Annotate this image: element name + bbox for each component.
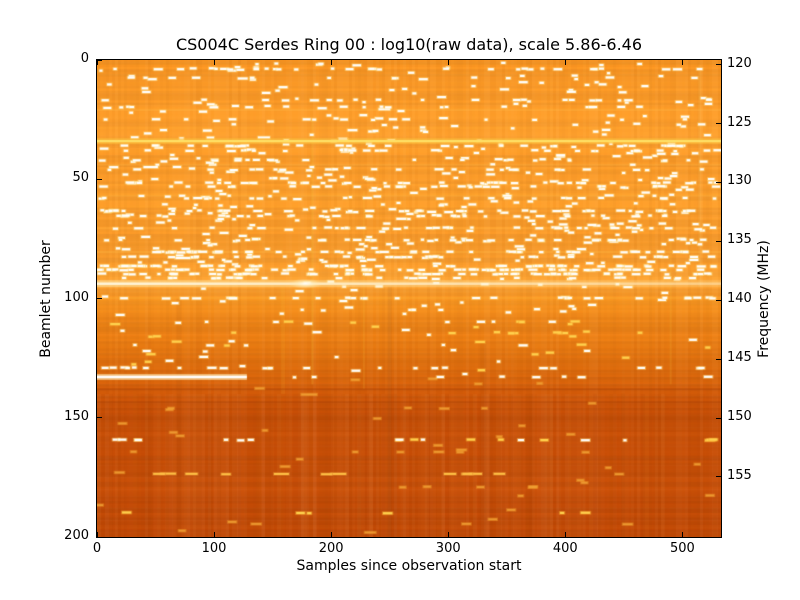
tick-mark: [716, 299, 721, 301]
tick-mark: [716, 64, 721, 66]
tick-mark: [330, 532, 332, 537]
freq-tick-label: 155: [727, 467, 752, 483]
tick-mark: [213, 532, 215, 537]
heatmap-canvas: [97, 60, 721, 537]
tick-mark: [681, 532, 683, 537]
x-axis-label: Samples since observation start: [296, 558, 522, 574]
tick-mark: [716, 417, 721, 419]
y-tick-label: 150: [64, 408, 89, 424]
y-tick-label: 200: [64, 528, 89, 543]
tick-mark: [681, 60, 683, 65]
tick-mark: [97, 59, 102, 61]
tick-mark: [97, 417, 102, 419]
y-axis-label-left: Beamlet number: [38, 240, 54, 358]
x-tick-label: 200: [318, 541, 344, 556]
freq-tick-label: 145: [727, 350, 752, 366]
tick-mark: [97, 178, 102, 180]
tick-mark: [716, 476, 721, 478]
tick-mark: [716, 240, 721, 242]
tick-mark: [564, 60, 566, 65]
tick-mark: [447, 532, 449, 537]
tick-mark: [96, 60, 98, 65]
freq-tick-label: 120: [727, 55, 752, 71]
y-tick-label: 50: [72, 170, 89, 186]
chart-title: CS004C Serdes Ring 00 : log10(raw data),…: [175, 35, 643, 54]
tick-mark: [97, 536, 102, 538]
x-tick-label: 400: [552, 541, 578, 556]
tick-mark: [96, 532, 98, 537]
tick-mark: [97, 298, 102, 299]
tick-mark: [716, 123, 721, 125]
tick-mark: [564, 532, 566, 537]
freq-tick-label: 150: [727, 409, 752, 425]
y-tick-label: 0: [80, 51, 89, 66]
x-tick-label: 300: [435, 541, 461, 556]
y-axis-label-right: Frequency (MHz): [756, 240, 772, 358]
freq-tick-label: 130: [727, 173, 752, 189]
freq-tick-label: 125: [727, 114, 752, 130]
x-tick-label: 100: [201, 541, 227, 556]
tick-mark: [716, 181, 721, 183]
tick-mark: [213, 60, 215, 65]
y-tick-label: 100: [64, 289, 89, 305]
freq-tick-label: 140: [727, 291, 752, 307]
freq-tick-label: 135: [727, 232, 752, 248]
heatmap-plot: [96, 59, 722, 538]
tick-mark: [447, 60, 449, 65]
tick-mark: [330, 60, 332, 65]
x-tick-label: 500: [669, 541, 695, 556]
x-tick-label: 0: [92, 541, 102, 556]
tick-mark: [716, 358, 721, 360]
